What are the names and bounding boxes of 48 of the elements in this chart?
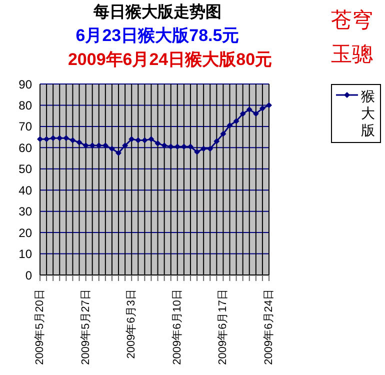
x-tick-label: 2009年6月10日 [171, 289, 184, 365]
point [63, 135, 70, 142]
y-tick-label: 10 [18, 247, 32, 262]
x-tick-label: 2009年5月27日 [80, 289, 92, 365]
legend-label: 猴大版 [360, 88, 376, 139]
point [82, 142, 89, 149]
x-tick-label: 2009年6月3日 [126, 289, 138, 359]
y-tick-label: 70 [18, 120, 32, 134]
point [148, 136, 154, 142]
x-tick-label: 2009年5月20日 [34, 289, 46, 365]
point [194, 148, 200, 155]
point [233, 118, 240, 124]
point [44, 136, 50, 142]
y-tick-label: 30 [18, 204, 32, 219]
point [154, 140, 161, 146]
y-tick-label: 80 [18, 98, 32, 112]
chart-title: 每日猴大版走势图 [92, 2, 222, 23]
y-tick-label: 0 [25, 268, 32, 282]
x-tick-label: 2009年6月24日 [263, 289, 275, 365]
text: 苍穹 [330, 7, 374, 34]
point [252, 110, 259, 117]
point [168, 144, 174, 150]
point [161, 142, 168, 149]
point [207, 146, 214, 152]
point [226, 122, 233, 128]
y-tick-label: 40 [18, 183, 32, 198]
x-tick-label: 2009年6月17日 [217, 289, 230, 365]
point [37, 136, 43, 142]
point [70, 137, 76, 144]
point [122, 142, 128, 149]
point [246, 106, 252, 112]
point [108, 146, 115, 152]
point [220, 130, 226, 137]
point [76, 139, 82, 146]
point [266, 102, 272, 108]
point [214, 138, 220, 144]
text: 2009年6月24日猴大版80元 [66, 49, 274, 71]
point [259, 105, 266, 112]
y-tick-label: 90 [18, 77, 32, 92]
y-tick-label: 50 [18, 162, 32, 176]
point [128, 136, 135, 142]
y-tick-label: 60 [18, 140, 32, 155]
y-tick-label: 20 [18, 226, 32, 240]
chart-subtitle: 6月23日猴大版78.5元 [74, 25, 240, 47]
text: 玉骢 [330, 41, 374, 68]
point [240, 110, 246, 117]
point [116, 150, 122, 156]
point [56, 135, 63, 142]
